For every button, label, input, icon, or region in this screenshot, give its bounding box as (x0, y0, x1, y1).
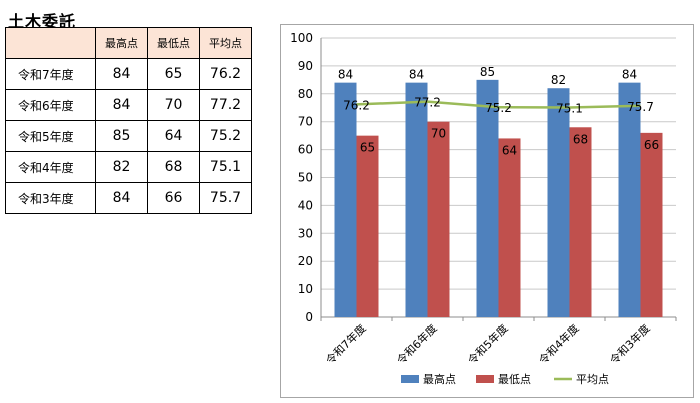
bar-data-label: 84 (409, 68, 424, 82)
table-header-corner (5, 27, 96, 59)
page-title: 土木委託 (8, 12, 77, 31)
table-cell-max: 82 (95, 151, 148, 183)
table-cell-max: 84 (95, 58, 148, 90)
table-row: 令和5年度 85 64 75.2 (5, 120, 252, 152)
bar-data-label: 85 (480, 65, 495, 79)
chart-frame: 0 10 20 30 40 50 60 70 80 90 100 84 65 令和7年度 84 70 令和6年度… (280, 24, 694, 398)
bar-max (334, 82, 357, 317)
legend-label: 最高点 (423, 372, 456, 386)
table-cell-avg: 76.2 (199, 58, 252, 90)
table-cell-avg: 75.1 (199, 151, 252, 183)
bar-min (640, 132, 663, 317)
bar-min (498, 138, 521, 317)
bar-min (356, 135, 379, 317)
table-cell-min: 66 (147, 182, 200, 214)
y-tick-label: 30 (298, 226, 313, 240)
table-cell-max: 84 (95, 89, 148, 121)
bar-data-label: 84 (338, 68, 353, 82)
y-tick-label: 20 (298, 254, 313, 268)
bar-max (618, 82, 641, 317)
avg-data-label: 75.1 (556, 101, 583, 115)
table-row-label: 令和5年度 (5, 120, 96, 152)
table-header-max: 最高点 (95, 27, 148, 59)
table-header-avg: 平均点 (199, 27, 252, 59)
table-cell-min: 70 (147, 89, 200, 121)
table-row-label: 令和6年度 (5, 89, 96, 121)
table-cell-avg: 75.2 (199, 120, 252, 152)
bar-data-label: 64 (502, 143, 517, 157)
x-category-label: 令和7年度 (323, 321, 369, 367)
table-row-label: 令和7年度 (5, 58, 96, 90)
bar-data-label: 70 (431, 127, 446, 141)
y-tick-label: 50 (298, 171, 313, 185)
table-header-row: 最高点 最低点 平均点 (5, 27, 252, 59)
table-cell-max: 85 (95, 120, 148, 152)
x-category-label: 令和6年度 (394, 321, 440, 367)
y-tick-label: 10 (298, 282, 313, 296)
table-row-label: 令和3年度 (5, 182, 96, 214)
y-tick-label: 80 (298, 87, 313, 101)
x-category-label: 令和5年度 (465, 321, 511, 367)
score-chart: 0 10 20 30 40 50 60 70 80 90 100 84 65 令和7年度 84 70 令和6年度… (290, 31, 677, 386)
y-tick-label: 0 (305, 310, 313, 324)
x-category-label: 令和3年度 (607, 321, 653, 367)
bar-min (569, 127, 592, 317)
legend-swatch (401, 375, 419, 383)
score-table: 最高点 最低点 平均点 令和7年度 84 65 76.2 令和6年度 84 70… (5, 27, 252, 214)
bar-data-label: 66 (644, 138, 659, 152)
y-tick-label: 60 (298, 143, 313, 157)
avg-data-label: 76.2 (343, 98, 370, 112)
bar-min (427, 121, 450, 317)
avg-series-line (356, 100, 641, 109)
bar-max (547, 88, 570, 317)
x-category-label: 令和4年度 (536, 321, 582, 367)
legend-swatch (476, 375, 494, 383)
table-row: 令和7年度 84 65 76.2 (5, 58, 252, 90)
y-tick-label: 100 (290, 31, 313, 45)
y-tick-label: 90 (298, 59, 313, 73)
table-cell-avg: 77.2 (199, 89, 252, 121)
table-header-min: 最低点 (147, 27, 200, 59)
legend-label: 平均点 (576, 373, 609, 386)
bar-data-label: 82 (551, 73, 566, 87)
table-row: 令和3年度 84 66 75.7 (5, 182, 252, 214)
avg-data-label: 75.2 (485, 101, 512, 115)
bar-data-label: 68 (573, 132, 588, 146)
table-row: 令和6年度 84 70 77.2 (5, 89, 252, 121)
bar-data-label: 84 (622, 68, 637, 82)
bar-data-label: 65 (360, 141, 375, 155)
bar-max (476, 79, 499, 317)
bar-max (405, 82, 428, 317)
avg-data-label: 77.2 (414, 96, 441, 110)
y-tick-label: 70 (298, 115, 313, 129)
table-cell-min: 65 (147, 58, 200, 90)
y-tick-label: 40 (298, 198, 313, 212)
legend-label: 最低点 (498, 373, 531, 386)
table-cell-avg: 75.7 (199, 182, 252, 214)
table-row: 令和4年度 82 68 75.1 (5, 151, 252, 183)
avg-data-label: 75.7 (627, 100, 654, 114)
table-row-label: 令和4年度 (5, 151, 96, 183)
table-cell-max: 84 (95, 182, 148, 214)
table-cell-min: 68 (147, 151, 200, 183)
table-cell-min: 64 (147, 120, 200, 152)
